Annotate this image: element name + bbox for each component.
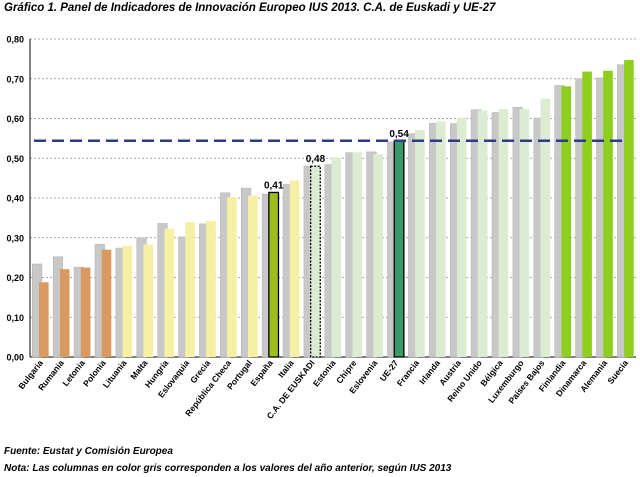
bar-current: [373, 154, 383, 357]
x-tick-label: Suecia: [605, 358, 630, 386]
bar-current: [561, 86, 572, 358]
bar-current: [289, 180, 300, 357]
bar-current: [185, 222, 195, 357]
y-tick-label: 0,80: [6, 35, 24, 45]
y-tick-label: 0,30: [6, 233, 24, 243]
bar-current: [393, 140, 405, 358]
data-label: 0,48: [306, 154, 326, 165]
chart-area: 0,00 0,10 0,20 0,30 0,40 0,50 0,60 0,70 0,80 Bulg…: [0, 22, 640, 432]
source-note: Fuente: Eustat y Comisión Europea: [4, 446, 173, 457]
y-tick-label: 0,50: [6, 154, 24, 164]
x-tick-label: Italia: [276, 358, 296, 380]
data-label: 0,54: [389, 129, 409, 140]
x-tick-label: España: [248, 358, 275, 388]
bar-current: [436, 121, 446, 357]
bar-current: [498, 108, 509, 358]
bar-current: [415, 130, 425, 357]
bar-current: [540, 98, 551, 357]
bar-current: [603, 70, 613, 358]
bar-current: [247, 195, 258, 357]
bar-current: [122, 245, 133, 357]
y-tick-label: 0,70: [6, 74, 24, 84]
bar-current: [456, 117, 467, 357]
chart-title: Gráfico 1. Panel de Indicadores de Innov…: [4, 2, 496, 14]
bar-current: [101, 249, 112, 357]
bar-current: [310, 165, 321, 358]
footnote: Nota: Las columnas en color gris corresp…: [4, 463, 452, 474]
bar-current: [39, 282, 49, 357]
bar-current: [143, 244, 154, 357]
bar-current: [624, 60, 634, 357]
bar-current: [164, 228, 174, 357]
bar-current: [519, 108, 530, 358]
data-label: 0,41: [264, 180, 284, 191]
bar-current: [80, 267, 91, 357]
y-tick-label: 0,10: [6, 313, 24, 323]
y-tick-label: 0,40: [6, 194, 24, 204]
bar-current: [206, 220, 216, 357]
x-tick-label: Estonia: [311, 358, 338, 389]
bar-current: [268, 191, 280, 358]
y-tick-label: 0,20: [6, 273, 24, 283]
bar-chart: 0,000,100,200,300,400,500,600,700,80Bulg…: [6, 35, 636, 421]
bar-current: [331, 157, 342, 357]
y-tick-label: 0,00: [6, 353, 24, 363]
bar-current: [59, 269, 70, 357]
bar-current: [477, 110, 488, 357]
bar-current: [352, 152, 363, 357]
bar-current: [227, 197, 237, 357]
y-tick-label: 0,60: [6, 114, 24, 124]
x-tick-label: Francia: [395, 358, 422, 388]
bar-current: [582, 71, 592, 357]
